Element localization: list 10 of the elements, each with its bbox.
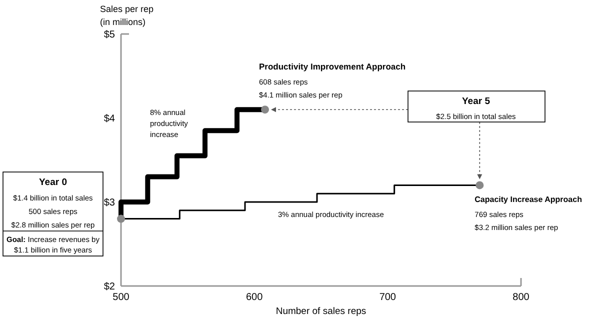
x-axis-title: Number of sales reps bbox=[276, 306, 366, 317]
x-tick-label: 700 bbox=[379, 292, 396, 303]
y-tick-label: $2 bbox=[104, 282, 116, 292]
y-tick-label: $5 bbox=[104, 30, 116, 40]
x-tick-label: 600 bbox=[246, 292, 264, 303]
y-tick-label: $4 bbox=[104, 114, 116, 124]
y-axis-title: Sales per rep (in millions) bbox=[100, 4, 154, 27]
x-tick-label: 500 bbox=[112, 292, 130, 303]
x-tick-label: 800 bbox=[512, 292, 530, 303]
y-tick-label: $3 bbox=[104, 198, 116, 208]
